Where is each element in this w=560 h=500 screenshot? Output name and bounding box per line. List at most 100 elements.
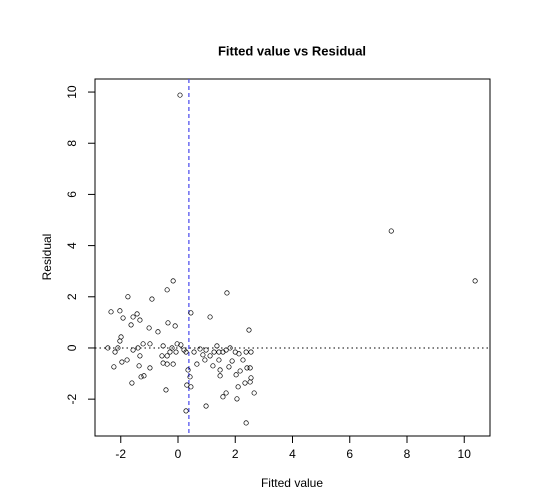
- point: [188, 310, 194, 316]
- point: [472, 278, 478, 284]
- point: [111, 364, 117, 370]
- point: [207, 353, 213, 359]
- point: [248, 375, 254, 381]
- point: [235, 384, 241, 390]
- x-tick-label: 8: [404, 447, 411, 461]
- point: [227, 345, 233, 351]
- point: [147, 341, 153, 347]
- plot-frame: [94, 78, 491, 437]
- point: [160, 343, 166, 349]
- point: [117, 308, 123, 314]
- point: [240, 357, 246, 363]
- y-tick-label: 6: [65, 191, 79, 198]
- point: [118, 334, 124, 340]
- point: [223, 347, 229, 353]
- x-tick-label: -2: [115, 447, 126, 461]
- point: [200, 352, 206, 358]
- point: [216, 357, 222, 363]
- point: [108, 309, 114, 315]
- point: [137, 317, 143, 323]
- y-tick-label: -2: [65, 393, 79, 404]
- x-tick-label: 4: [289, 447, 296, 461]
- point: [224, 290, 230, 296]
- point: [164, 287, 170, 293]
- point: [203, 403, 209, 409]
- point: [246, 327, 252, 333]
- point: [174, 341, 180, 347]
- point: [187, 374, 193, 380]
- point: [146, 325, 152, 331]
- point: [244, 365, 250, 371]
- y-tick-label: 4: [65, 242, 79, 249]
- point: [136, 363, 142, 369]
- point: [147, 365, 153, 371]
- point: [117, 338, 123, 344]
- y-tick-label: 10: [65, 85, 79, 99]
- point: [248, 349, 254, 355]
- point: [217, 373, 223, 379]
- point: [229, 358, 235, 364]
- point: [170, 361, 176, 367]
- x-tick-label: 0: [175, 447, 182, 461]
- point: [155, 329, 161, 335]
- point: [173, 349, 179, 355]
- point: [164, 353, 170, 359]
- point: [188, 384, 194, 390]
- point: [217, 367, 223, 373]
- point: [137, 353, 143, 359]
- point: [134, 311, 140, 317]
- point: [242, 380, 248, 386]
- point: [112, 349, 118, 355]
- point: [135, 345, 141, 351]
- point: [124, 357, 130, 363]
- point: [170, 278, 176, 284]
- point: [120, 315, 126, 321]
- point: [177, 92, 183, 98]
- point: [251, 390, 257, 396]
- point: [203, 347, 209, 353]
- point: [140, 341, 146, 347]
- point: [237, 368, 243, 374]
- point: [202, 357, 208, 363]
- point: [226, 364, 232, 370]
- point: [210, 363, 216, 369]
- point: [128, 322, 134, 328]
- point: [125, 294, 131, 300]
- point: [130, 314, 136, 320]
- point: [247, 379, 253, 385]
- point: [243, 349, 249, 355]
- point: [115, 345, 121, 351]
- point: [141, 373, 147, 379]
- point: [234, 396, 240, 402]
- point: [243, 420, 249, 426]
- point: [164, 361, 170, 367]
- point: [159, 353, 165, 359]
- point: [183, 349, 189, 355]
- x-tick-label: 2: [232, 447, 239, 461]
- point: [105, 345, 111, 351]
- point: [163, 387, 169, 393]
- point: [149, 296, 155, 302]
- point: [223, 390, 229, 396]
- point: [233, 372, 239, 378]
- point: [197, 346, 203, 352]
- point: [216, 349, 222, 355]
- point: [207, 314, 213, 320]
- point: [167, 349, 173, 355]
- point: [130, 347, 136, 353]
- point: [247, 365, 253, 371]
- y-tick-label: 8: [65, 140, 79, 147]
- point: [194, 361, 200, 367]
- point: [165, 320, 171, 326]
- y-tick-label: 0: [65, 344, 79, 351]
- x-axis-label: Fitted value: [261, 476, 323, 490]
- point: [178, 342, 184, 348]
- chart-title: Fitted value vs Residual: [218, 43, 366, 58]
- x-tick-label: 10: [458, 447, 472, 461]
- point: [138, 374, 144, 380]
- point: [185, 367, 191, 373]
- point: [172, 323, 178, 329]
- point: [211, 349, 217, 355]
